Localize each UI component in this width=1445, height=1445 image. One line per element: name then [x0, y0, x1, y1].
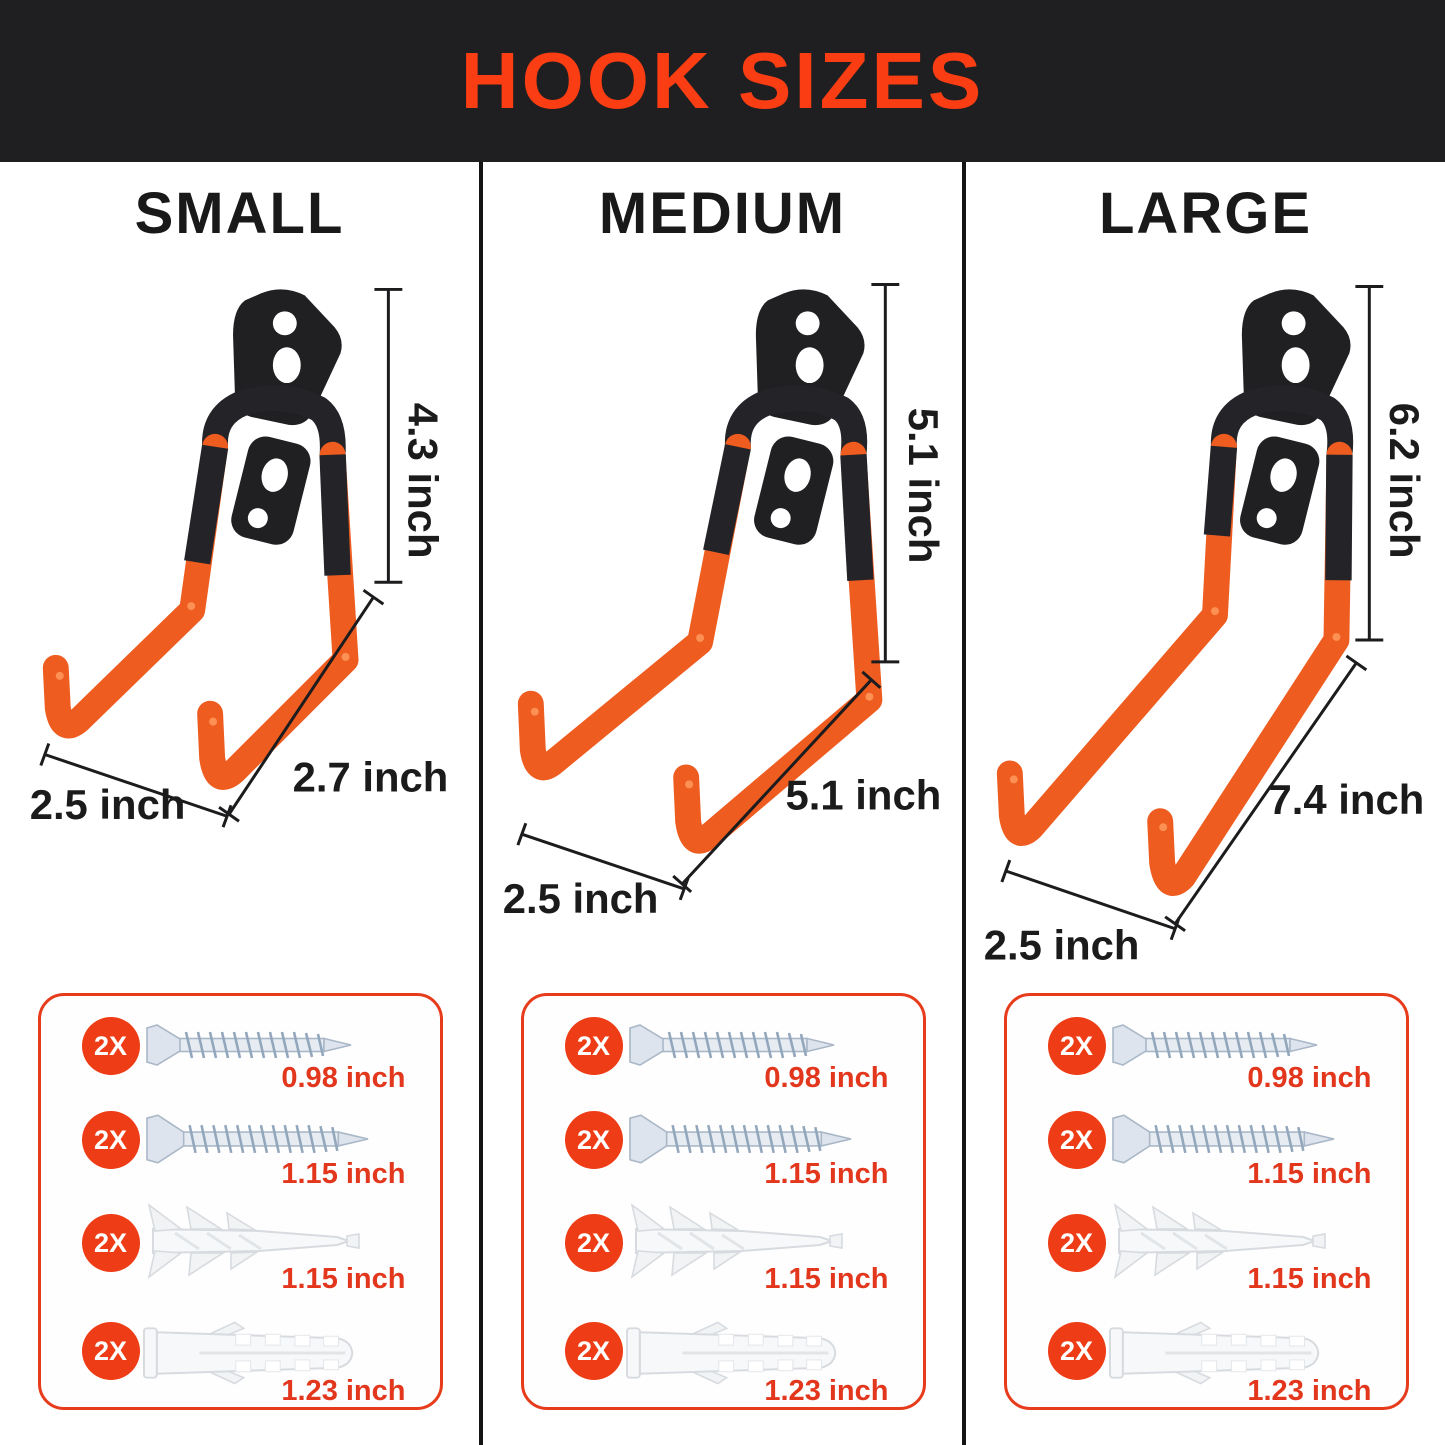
hook-wire-loop [202, 385, 346, 468]
hardware-size-label: 1.15 inch [764, 1158, 889, 1190]
hook-back-prong [996, 433, 1237, 846]
quantity-badge: 2X [1047, 1017, 1106, 1075]
bracket-hole-top [272, 311, 297, 336]
hook-wire-loop [724, 385, 868, 468]
hook-lower-plate [754, 436, 834, 545]
banner: HOOK SIZES [0, 0, 1445, 162]
dim-height-label: 4.3 inch [399, 403, 446, 559]
small-dimensions: 4.3 inch 2.7 inch 2.5 inch [30, 287, 449, 828]
quantity-badge: 2X [81, 1017, 140, 1075]
quantity-badge: 2X [1047, 1111, 1106, 1169]
bracket-hole-bottom [795, 347, 824, 384]
quantity-badge: 2X [564, 1111, 623, 1169]
page-title: HOOK SIZES [460, 36, 985, 125]
medium-dimensions: 5.1 inch 5.1 inch 2.5 inch [503, 282, 947, 922]
large-hook-graphic [996, 289, 1354, 896]
quantity-badge: 2X [1047, 1322, 1106, 1380]
dim-height-label: 5.1 inch [900, 408, 947, 564]
dim-depth-label: 2.7 inch [293, 753, 449, 800]
hardware-size-label: 0.98 inch [764, 1062, 889, 1094]
hardware-size-label: 0.98 inch [1247, 1062, 1372, 1094]
column-divider-1 [479, 162, 483, 1445]
column-small: SMALL [0, 162, 479, 1445]
rubber-sleeve-front [840, 454, 874, 581]
rubber-sleeve-front [319, 454, 351, 576]
rubber-sleeve-back [184, 444, 229, 565]
bracket-hole-top [1281, 311, 1306, 336]
medium-hook-graphic [517, 289, 883, 854]
quantity-badge: 2X [1047, 1214, 1106, 1272]
column-title-large: LARGE [1099, 181, 1312, 246]
included-hardware-box: 2X 0.98 inch 2X 1.15 inch 2X 1.15 inch 2… [1003, 993, 1409, 1410]
rubber-sleeve-back [1203, 445, 1238, 537]
hardware-size-label: 1.15 inch [1247, 1263, 1372, 1295]
hook-front-prong [673, 441, 883, 854]
bracket-hole-bottom [272, 347, 301, 384]
included-hardware-box: 2X 0.98 inch 2X 1.15 inch 2X 1.15 inch 2… [520, 993, 926, 1410]
hook-lower-plate [1240, 436, 1320, 545]
large-hook-diagram: 6.2 inch 7.4 inch 2.5 inch [984, 284, 1428, 969]
hardware-size-label: 1.23 inch [1247, 1375, 1372, 1407]
hardware-size-label: 1.23 inch [281, 1375, 406, 1407]
hardware-size-label: 1.15 inch [764, 1263, 889, 1295]
rubber-sleeve-back [703, 444, 751, 556]
hook-back-prong [42, 433, 229, 739]
hardware-size-label: 0.98 inch [281, 1062, 406, 1094]
dim-depth-label: 5.1 inch [786, 771, 942, 818]
column-large: LARGE [966, 162, 1445, 1445]
hardware-size-label: 1.15 inch [281, 1263, 406, 1295]
large-dimensions: 6.2 inch 7.4 inch 2.5 inch [984, 284, 1428, 969]
dim-depth-label: 7.4 inch [1269, 776, 1425, 823]
small-hook-diagram: 4.3 inch 2.7 inch 2.5 inch [30, 287, 449, 828]
bracket-hole-top [795, 311, 820, 336]
dim-width-label: 2.5 inch [30, 781, 186, 828]
hardware-size-label: 1.15 inch [281, 1158, 406, 1190]
hook-front-prong [197, 441, 359, 790]
medium-hook-diagram: 5.1 inch 5.1 inch 2.5 inch [503, 282, 947, 922]
rubber-sleeve-front [1325, 454, 1353, 581]
quantity-badge: 2X [564, 1322, 623, 1380]
quantity-badge: 2X [81, 1322, 140, 1380]
column-divider-2 [962, 162, 966, 1445]
hook-front-prong [1147, 441, 1353, 896]
included-hardware-box: 2X 0.98 inch 2X 1.15 inch 2X 1.15 inch 2… [37, 993, 443, 1410]
hook-back-prong [517, 433, 751, 781]
small-hook-graphic [42, 289, 359, 790]
column-title-medium: MEDIUM [598, 181, 847, 246]
hardware-size-label: 1.23 inch [764, 1375, 889, 1407]
quantity-badge: 2X [564, 1214, 623, 1272]
dim-width-label: 2.5 inch [503, 875, 659, 922]
column-title-small: SMALL [134, 181, 345, 246]
quantity-badge: 2X [81, 1214, 140, 1272]
quantity-badge: 2X [564, 1017, 623, 1075]
dim-width-label: 2.5 inch [984, 922, 1140, 969]
bracket-hole-bottom [1281, 347, 1310, 384]
hook-wire-loop [1210, 385, 1354, 468]
dim-height-label: 6.2 inch [1381, 403, 1428, 559]
column-medium: MEDIUM [483, 162, 962, 1445]
hardware-size-label: 1.15 inch [1247, 1158, 1372, 1190]
quantity-badge: 2X [81, 1111, 140, 1169]
hook-lower-plate [231, 436, 311, 545]
